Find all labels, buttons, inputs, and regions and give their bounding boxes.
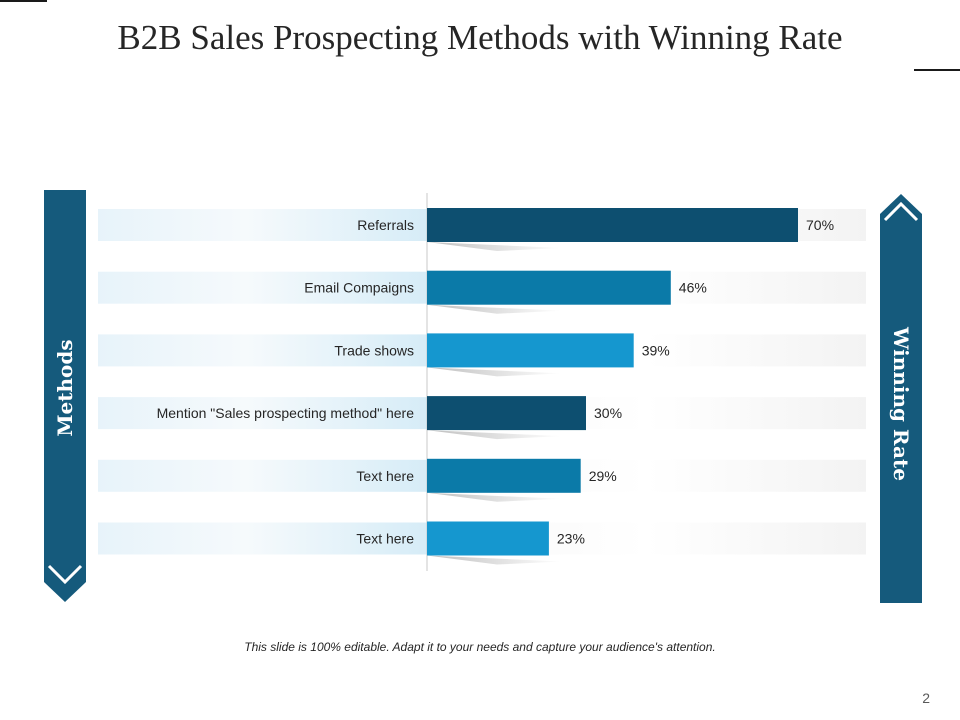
bar-shadow [427, 492, 562, 502]
winning-rate-panel [880, 194, 922, 603]
chevron-up-icon [883, 201, 919, 222]
top-right-rule [914, 69, 960, 71]
row-label-band [98, 271, 427, 304]
value-label: 39% [642, 342, 670, 358]
category-label: Trade shows [334, 342, 414, 358]
bar [427, 208, 798, 242]
bar [427, 396, 586, 431]
category-label: Text here [356, 468, 414, 484]
value-label: 23% [557, 531, 585, 547]
bar-shadow [427, 304, 562, 314]
bar-shadow [427, 555, 562, 565]
winning-rate-panel-arrow [880, 194, 922, 234]
winning-rate-panel-body [880, 226, 922, 603]
row-label-band [98, 397, 427, 430]
bar [427, 333, 634, 368]
bar-shadow [427, 242, 562, 251]
methods-panel-body [44, 190, 86, 558]
slide-title: B2B Sales Prospecting Methods with Winni… [117, 18, 843, 57]
value-label: 46% [679, 280, 707, 296]
methods-panel [44, 190, 86, 602]
bar [427, 458, 581, 493]
category-label: Text here [356, 531, 414, 547]
bar-shadow [427, 430, 562, 440]
row-label-band [98, 459, 427, 492]
value-label: 29% [589, 468, 617, 484]
page-number: 2 [922, 690, 930, 706]
row-label-band [98, 522, 427, 555]
row-label-band [98, 209, 427, 241]
chevron-down-icon [47, 564, 83, 585]
footnote: This slide is 100% editable. Adapt it to… [244, 640, 716, 654]
top-left-rule [0, 0, 47, 2]
bar [427, 521, 549, 556]
value-label: 30% [594, 405, 622, 421]
value-label: 70% [806, 217, 834, 233]
row-label-band [98, 334, 427, 367]
category-label: Email Compaigns [304, 280, 414, 296]
category-label: Referrals [357, 217, 414, 233]
bar [427, 270, 671, 305]
bar-shadow [427, 367, 562, 377]
category-label: Mention "Sales prospecting method" here [157, 405, 415, 421]
